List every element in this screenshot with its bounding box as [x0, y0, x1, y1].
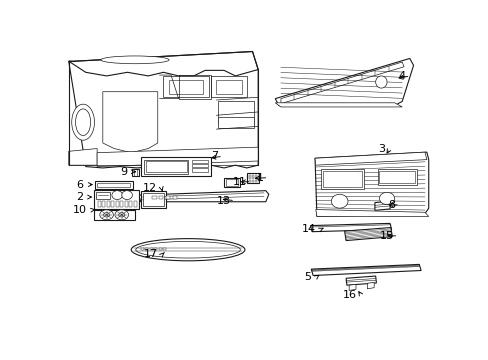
Bar: [377, 169, 417, 185]
Bar: [215, 80, 241, 94]
Bar: [111, 201, 114, 207]
Polygon shape: [310, 223, 391, 232]
Polygon shape: [275, 103, 401, 107]
Text: 13: 13: [216, 195, 230, 206]
Bar: [106, 201, 109, 207]
Bar: [124, 201, 127, 207]
Bar: [224, 178, 240, 187]
Bar: [149, 248, 153, 250]
Text: 11: 11: [232, 177, 246, 187]
Bar: [379, 171, 415, 183]
Text: 10: 10: [73, 205, 87, 215]
Bar: [172, 197, 177, 199]
Bar: [141, 191, 166, 208]
Polygon shape: [366, 283, 373, 289]
Bar: [134, 201, 137, 207]
Polygon shape: [139, 191, 268, 202]
Polygon shape: [275, 58, 413, 105]
Ellipse shape: [72, 104, 94, 140]
Ellipse shape: [75, 109, 90, 135]
Bar: [141, 157, 210, 176]
Text: 4: 4: [398, 71, 405, 81]
Polygon shape: [97, 147, 258, 167]
Bar: [169, 80, 203, 94]
Bar: [322, 171, 361, 187]
Bar: [144, 159, 188, 174]
Text: 6: 6: [76, 180, 83, 190]
Bar: [120, 201, 123, 207]
Bar: [191, 159, 207, 163]
Bar: [152, 197, 156, 199]
Polygon shape: [311, 264, 420, 275]
Bar: [141, 248, 143, 250]
Ellipse shape: [136, 242, 240, 258]
Text: 5: 5: [304, 273, 311, 283]
Text: 8: 8: [387, 200, 395, 210]
Polygon shape: [280, 62, 403, 104]
Bar: [129, 201, 132, 207]
Text: 9: 9: [120, 167, 127, 177]
Bar: [154, 248, 157, 250]
Text: 12: 12: [142, 183, 157, 193]
Bar: [159, 248, 162, 250]
Polygon shape: [315, 210, 428, 216]
Bar: [163, 248, 166, 250]
Text: 3: 3: [377, 144, 385, 153]
Bar: [96, 192, 110, 199]
Polygon shape: [68, 51, 258, 76]
Polygon shape: [68, 149, 97, 165]
Bar: [97, 201, 101, 207]
Ellipse shape: [379, 192, 394, 204]
Text: 1: 1: [256, 173, 264, 183]
Ellipse shape: [119, 212, 124, 217]
Bar: [97, 183, 130, 187]
Bar: [218, 101, 254, 125]
Ellipse shape: [375, 76, 386, 88]
Bar: [163, 76, 208, 97]
Text: 2: 2: [76, 192, 83, 202]
Bar: [210, 76, 246, 97]
Bar: [246, 174, 259, 183]
Polygon shape: [68, 61, 258, 168]
Bar: [132, 169, 139, 176]
Bar: [142, 193, 163, 206]
Polygon shape: [314, 152, 426, 165]
Bar: [94, 190, 139, 209]
Bar: [94, 210, 135, 220]
Polygon shape: [374, 201, 389, 210]
Ellipse shape: [101, 56, 169, 64]
Ellipse shape: [131, 239, 244, 261]
Bar: [159, 197, 163, 199]
Bar: [191, 168, 207, 172]
Text: 16: 16: [342, 291, 356, 301]
Ellipse shape: [122, 191, 132, 199]
Bar: [145, 248, 148, 250]
Text: 17: 17: [143, 249, 158, 260]
Text: 7: 7: [211, 151, 218, 161]
Bar: [191, 164, 207, 167]
Bar: [218, 117, 254, 128]
Polygon shape: [102, 92, 158, 153]
Ellipse shape: [331, 194, 347, 208]
Bar: [95, 181, 133, 189]
Bar: [116, 201, 119, 207]
Polygon shape: [344, 228, 391, 240]
Bar: [102, 201, 105, 207]
Bar: [320, 169, 364, 189]
Ellipse shape: [115, 210, 128, 220]
Ellipse shape: [112, 191, 122, 199]
Text: 15: 15: [379, 231, 393, 241]
Text: 14: 14: [301, 225, 315, 234]
Bar: [165, 197, 170, 199]
Polygon shape: [346, 276, 376, 285]
Polygon shape: [348, 284, 355, 291]
Bar: [225, 179, 238, 186]
Ellipse shape: [103, 212, 109, 217]
Polygon shape: [314, 152, 428, 216]
Ellipse shape: [100, 210, 113, 220]
Bar: [146, 161, 186, 172]
